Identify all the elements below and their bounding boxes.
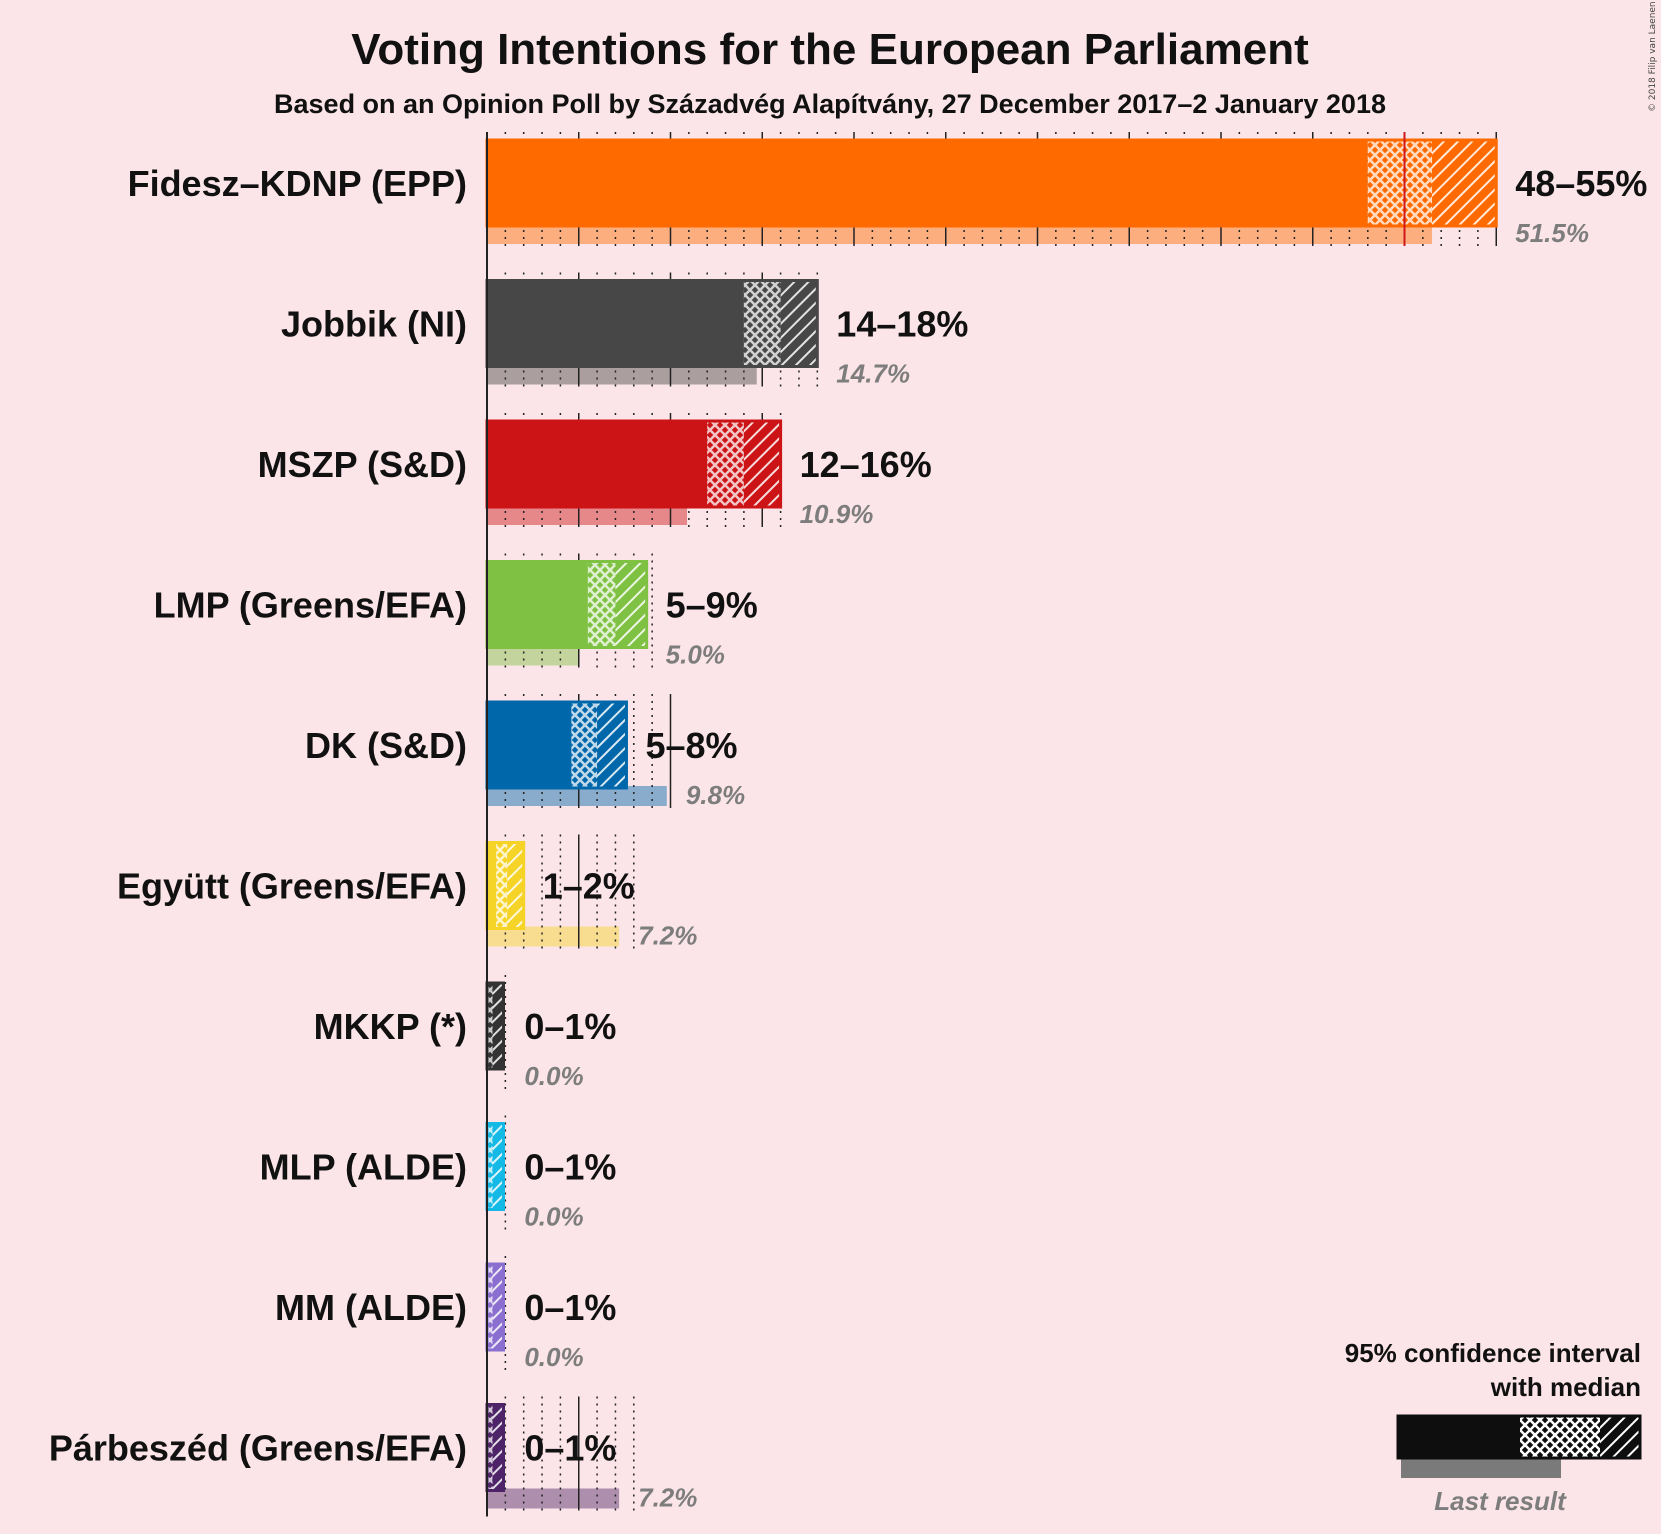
legend-solid-bar [1398,1416,1520,1458]
range-label: 48–55% [1515,163,1647,204]
interval-lower-pattern [571,702,598,788]
party-row: MSZP (S&D) 12–16% 10.9% [258,413,932,529]
legend-last-label: Last result [1434,1486,1567,1516]
interval-lower-pattern [487,1404,493,1491]
interval-solid-bar [487,421,708,507]
party-row: Fidesz–KDNP (EPP) 48–55% 51.5% [128,132,1647,248]
interval-upper-pattern [492,1264,504,1350]
last-result-bar [487,786,667,806]
bars-layer: Fidesz–KDNP (EPP) 48–55% 51.5% Jobbik (NI) 1… [49,132,1647,1517]
interval-upper-pattern [492,1404,504,1491]
legend-line2: with median [1490,1372,1641,1402]
party-label: MSZP (S&D) [258,444,467,485]
party-label: MLP (ALDE) [260,1147,467,1188]
interval-lower-pattern [496,842,508,929]
interval-solid-bar [487,561,588,648]
party-label: LMP (Greens/EFA) [154,585,467,626]
interval-upper-pattern [780,280,818,367]
legend-outline [1396,1414,1642,1460]
range-label: 5–9% [666,585,758,626]
interval-upper-pattern [492,1123,504,1210]
party-row: Jobbik (NI) 14–18% 14.7% [281,272,968,389]
interval-lower-pattern [487,1123,493,1210]
party-row: MKKP (*) 0–1% 0.0% [314,975,616,1091]
last-result-label: 0.0% [524,1202,583,1232]
last-result-label: 10.9% [800,499,874,529]
last-result-bar [487,1488,620,1509]
party-row: Együtt (Greens/EFA) 1–2%7.2% [117,834,697,951]
party-label: Jobbik (NI) [281,304,467,345]
party-label: MKKP (*) [314,1006,467,1047]
interval-lower-pattern [487,1264,493,1350]
range-label: 0–1% [524,1147,616,1188]
party-row: MM (ALDE) 0–1% 0.0% [275,1256,616,1372]
last-result-label: 5.0% [666,640,725,670]
range-label: 5–8% [645,725,737,766]
chart-title: Voting Intentions for the European Parli… [351,25,1309,74]
interval-lower-pattern [487,983,493,1069]
range-label: 0–1% [524,1006,616,1047]
interval-upper-pattern [507,842,524,929]
party-label: MM (ALDE) [275,1287,467,1328]
last-result-bar [487,505,688,525]
interval-solid-bar [487,702,572,788]
range-label: 1–2% [543,866,635,907]
interval-upper-pattern [597,702,627,788]
last-result-label: 9.8% [686,780,745,810]
last-result-label: 14.7% [836,359,910,389]
range-label: 14–18% [836,304,968,345]
legend-cross-pattern [1520,1416,1600,1458]
legend: 95% confidence interval with median Last… [1345,1338,1642,1516]
last-result-bar [487,224,1433,244]
interval-solid-bar [487,140,1368,226]
party-row: DK (S&D) 5–8% 9.8% [305,694,745,810]
interval-upper-pattern [743,421,781,507]
interval-lower-pattern [743,280,781,367]
legend-hatch-pattern [1600,1416,1640,1458]
last-result-label: 51.5% [1515,218,1589,248]
interval-solid-bar [487,280,744,367]
last-result-bar [487,645,579,666]
interval-upper-pattern [615,561,647,648]
last-result-label: 7.2% [638,1483,697,1513]
party-label: DK (S&D) [305,725,467,766]
last-result-label: 7.2% [638,921,697,951]
interval-lower-pattern [1367,140,1433,226]
legend-last-bar [1401,1458,1561,1478]
party-label: Párbeszéd (Greens/EFA) [49,1428,467,1469]
last-result-bar [487,926,620,947]
party-label: Együtt (Greens/EFA) [117,866,467,907]
party-row: Párbeszéd (Greens/EFA) 0–1% 7.2% [49,1396,697,1513]
party-label: Fidesz–KDNP (EPP) [128,163,467,204]
range-label: 0–1% [524,1287,616,1328]
chart-subtitle: Based on an Opinion Poll by Századvég Al… [274,89,1386,119]
range-label: 12–16% [800,444,932,485]
interval-solid-bar [487,842,497,929]
legend-line1: 95% confidence interval [1345,1338,1641,1368]
copyright: © 2018 Filip van Laenen [1648,1,1658,112]
last-result-label: 0.0% [524,1342,583,1372]
party-row: MLP (ALDE) 0–1% 0.0% [260,1115,616,1232]
last-result-label: 0.0% [524,1061,583,1091]
interval-upper-pattern [492,983,504,1069]
party-row: LMP (Greens/EFA) 5–9% 5.0% [154,553,758,670]
interval-lower-pattern [707,421,744,507]
range-label: 0–1% [524,1428,616,1469]
interval-lower-pattern [587,561,616,648]
interval-upper-pattern [1432,140,1497,226]
